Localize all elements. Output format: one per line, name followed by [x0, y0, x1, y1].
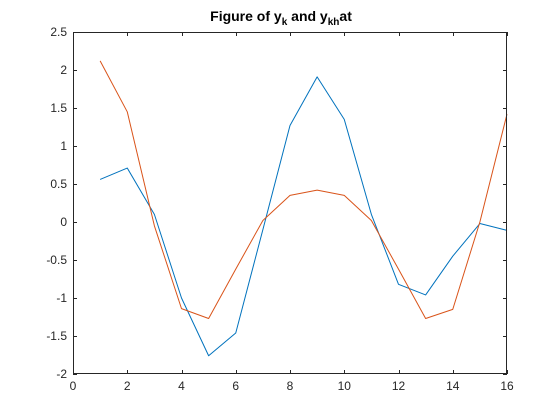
x-tick-label: 0	[70, 379, 77, 393]
y-tick-label: -1.5	[46, 329, 67, 343]
chart-title-sub1: k	[282, 17, 288, 28]
x-tick-label: 2	[124, 379, 131, 393]
series-line-2	[99, 60, 508, 320]
chart-title: Figure of yk and ykhat	[210, 8, 352, 28]
y-tick-label: 1	[60, 139, 67, 153]
x-tick-label: 6	[232, 379, 239, 393]
y-tick-label: 0	[60, 215, 67, 229]
ticks-layer: 0 2 4 6 8 10 12 14 16 -2 -1.5 -1 -0.5 0 0.5 1 1.5 2 2.5	[46, 25, 514, 393]
y-tick-label: 2.5	[50, 25, 67, 39]
chart-title-part3: at	[339, 8, 352, 24]
y-tick-label: 0.5	[50, 177, 67, 191]
x-tick-label: 16	[500, 379, 514, 393]
x-tick-label: 10	[338, 379, 352, 393]
y-tick-label: -1	[56, 291, 67, 305]
y-tick-label: -0.5	[46, 253, 67, 267]
plot-area	[73, 32, 507, 374]
y-tick-label: 1.5	[50, 101, 67, 115]
x-tick-label: 12	[392, 379, 406, 393]
series-line-1	[99, 76, 508, 357]
chart-title-sub2: kh	[328, 17, 340, 28]
chart-title-part1: Figure of y	[210, 8, 282, 24]
chart-title-part2: and y	[287, 8, 328, 24]
y-tick-label: -2	[56, 367, 67, 381]
y-tick-label: 2	[60, 63, 67, 77]
x-tick-label: 14	[446, 379, 460, 393]
x-tick-label: 4	[178, 379, 185, 393]
series-layer	[99, 60, 508, 357]
x-tick-label: 8	[287, 379, 294, 393]
